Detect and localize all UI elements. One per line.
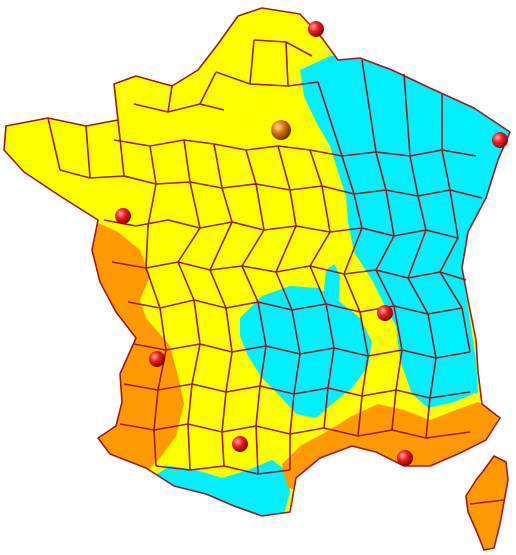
city-marker-icon: [397, 450, 413, 466]
corsica: [465, 455, 509, 551]
zone-cyan-northeast: [300, 54, 510, 408]
department-borders: [3, 7, 511, 517]
zone-cyan-massif-central: [240, 286, 372, 418]
zone-orange-atlantic: [88, 222, 184, 472]
city-marker-icon: [115, 208, 131, 224]
capital-marker-icon: [271, 120, 291, 140]
zone-orange-mediterranean: [282, 402, 500, 484]
city-marker-icon: [232, 436, 248, 452]
city-marker-icon: [149, 351, 165, 367]
city-marker-icon: [492, 132, 508, 148]
city-marker-icon: [377, 305, 393, 321]
city-marker-icon: [308, 21, 324, 37]
mainland-france: [3, 7, 511, 517]
city-markers: [115, 21, 508, 466]
corsica-border: [465, 455, 509, 551]
